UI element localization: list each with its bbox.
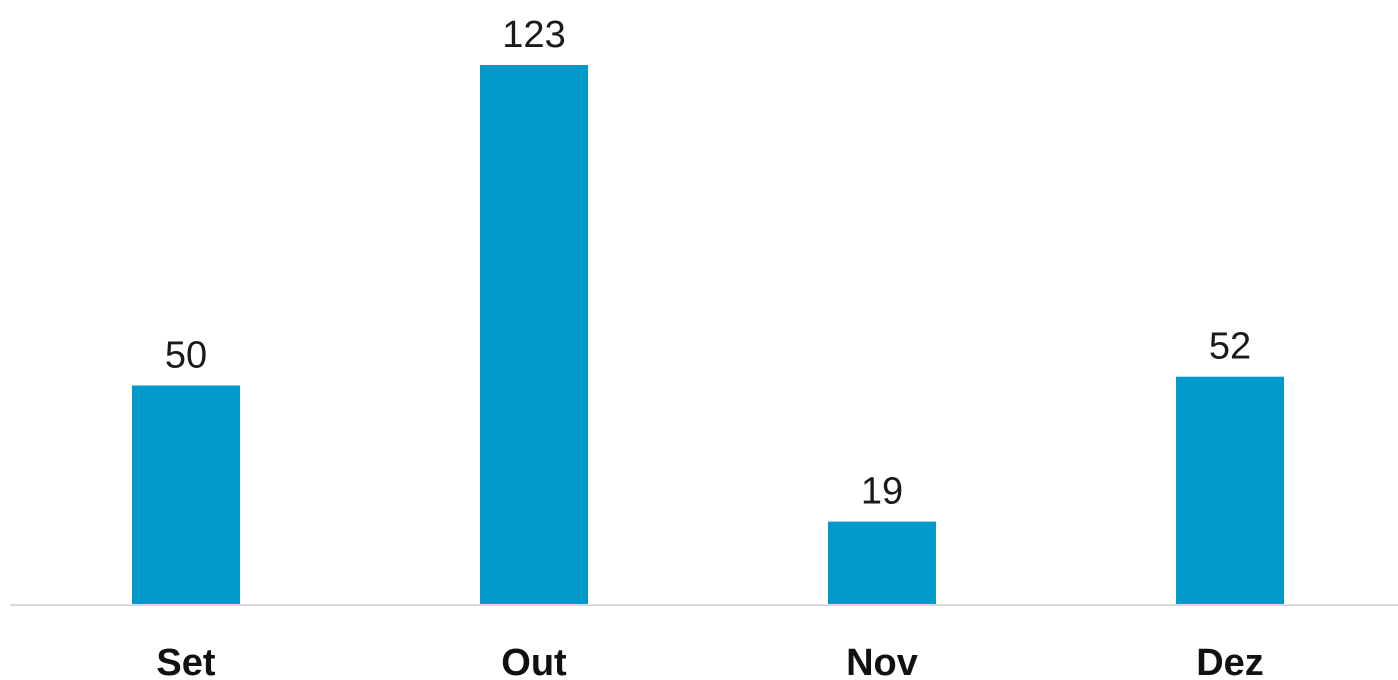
bar-set bbox=[132, 385, 240, 605]
category-label-out: Out bbox=[501, 642, 567, 680]
value-label-dez: 52 bbox=[1209, 326, 1251, 368]
category-label-dez: Dez bbox=[1196, 642, 1264, 680]
category-label-set: Set bbox=[156, 642, 215, 680]
category-labels-group: Set Out Nov Dez bbox=[156, 642, 1263, 680]
bar-dez bbox=[1176, 376, 1284, 605]
bars-group bbox=[132, 65, 1284, 605]
value-label-out: 123 bbox=[502, 14, 565, 56]
bar-nov bbox=[828, 521, 936, 605]
bar-out bbox=[480, 65, 588, 605]
value-label-set: 50 bbox=[165, 334, 207, 376]
value-labels-group: 50 123 19 52 bbox=[165, 14, 1251, 513]
value-label-nov: 19 bbox=[861, 471, 903, 513]
category-label-nov: Nov bbox=[846, 642, 918, 680]
